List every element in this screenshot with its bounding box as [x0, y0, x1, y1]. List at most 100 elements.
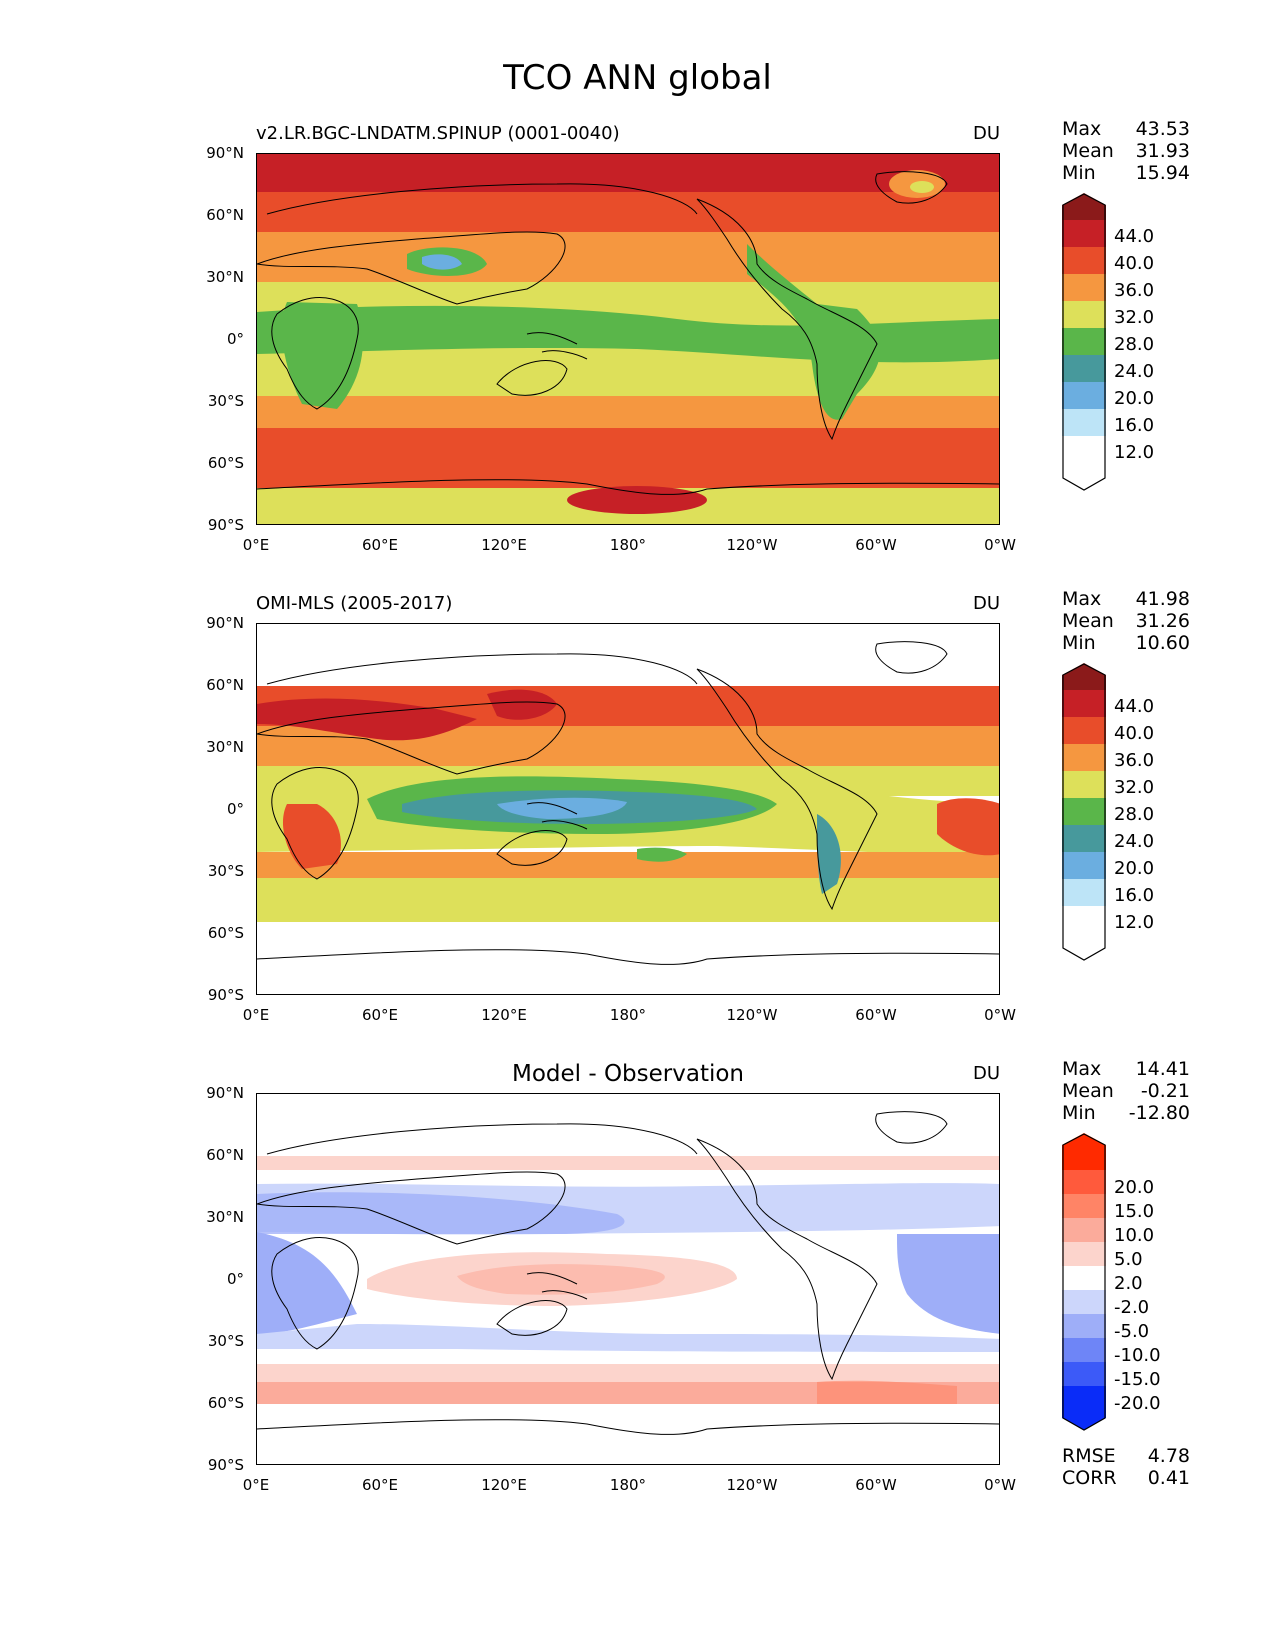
colorbar-swatch [1062, 1290, 1106, 1315]
colorbar-label: 12.0 [1114, 912, 1155, 933]
stats-box: Max 14.41 Mean -0.21 Min -12.80 [1062, 1058, 1190, 1124]
colorbar-label: 32.0 [1114, 307, 1155, 328]
colorbar-svg [1062, 1133, 1106, 1431]
lat-tick-label: 60°N [206, 676, 244, 694]
colorbar-swatch [1062, 1242, 1106, 1267]
colorbar-label: 20.0 [1114, 388, 1155, 409]
lon-tick-label: 0°E [242, 536, 270, 554]
lon-tick-label: 60°W [855, 536, 897, 554]
lat-tick-label: 60°S [207, 454, 244, 472]
field-band [257, 1192, 625, 1234]
colorbar [1062, 193, 1106, 497]
panel-model: v2.LR.BGC-LNDATM.SPINUP (0001-0040) DU [0, 118, 1275, 593]
field-high [487, 689, 557, 720]
colorbar-swatch [1062, 382, 1106, 410]
stat-min: 10.60 [1135, 632, 1190, 654]
colorbar-swatch [1062, 193, 1106, 221]
field-africa [282, 302, 363, 409]
lon-tick-label: 60°E [361, 536, 399, 554]
colorbar-swatch [1062, 1338, 1106, 1363]
colorbar-label: 32.0 [1114, 777, 1155, 798]
lon-tick-label: 180° [609, 1006, 647, 1024]
colorbar-label: 44.0 [1114, 696, 1155, 717]
stat-max: 43.53 [1135, 118, 1190, 140]
coastlines [257, 171, 999, 495]
colorbar-label: -2.0 [1114, 1297, 1150, 1318]
field-band [817, 1380, 957, 1404]
lon-tick-label: 120°W [726, 536, 778, 554]
field-africa [282, 804, 341, 869]
stat-label: Mean [1062, 610, 1114, 632]
field-band [457, 1264, 665, 1295]
colorbar-swatch [1062, 825, 1106, 853]
field-band [257, 428, 999, 488]
map-svg [257, 154, 999, 524]
lon-tick-label: 60°E [361, 1476, 399, 1494]
field-antarctic-high [567, 486, 707, 514]
colorbar-label: -10.0 [1114, 1345, 1161, 1366]
colorbar-swatch [1062, 744, 1106, 772]
colorbar-label: -20.0 [1114, 1393, 1161, 1414]
colorbar-svg [1062, 193, 1106, 491]
lon-tick-label: 0°E [242, 1006, 270, 1024]
colorbar-label: 5.0 [1114, 1249, 1143, 1270]
stat-label: Mean [1062, 1080, 1114, 1102]
field-band [257, 396, 999, 428]
lat-tick-label: 90°N [206, 144, 244, 162]
colorbar-swatch [1062, 717, 1106, 745]
lat-tick-label: 0° [226, 800, 244, 818]
corr-label: CORR [1062, 1467, 1117, 1489]
field-band [257, 232, 999, 282]
map-svg [257, 1094, 999, 1464]
figure-title: TCO ANN global [503, 58, 772, 98]
colorbar-swatch [1062, 1170, 1106, 1195]
field-band [257, 878, 999, 922]
colorbar-label: 10.0 [1114, 1225, 1155, 1246]
stat-mean: 31.93 [1135, 140, 1190, 162]
field-atlantic [937, 798, 999, 856]
lon-tick-label: 60°W [855, 1006, 897, 1024]
lat-tick-label: 90°S [207, 986, 244, 1004]
colorbar-label: 24.0 [1114, 361, 1155, 382]
stat-label: Max [1062, 118, 1102, 140]
field-americas [747, 244, 881, 420]
colorbar-label: 24.0 [1114, 831, 1155, 852]
colorbar-swatch [1062, 1314, 1106, 1339]
lon-tick-label: 120°E [481, 1476, 527, 1494]
colorbar-outline [1062, 193, 1106, 491]
colorbar-swatch [1062, 690, 1106, 718]
colorbar-label: 2.0 [1114, 1273, 1143, 1294]
colorbar-outline [1062, 663, 1106, 961]
colorbar-label: 40.0 [1114, 253, 1155, 274]
lon-tick-label: 60°E [361, 1006, 399, 1024]
colorbar-label: 36.0 [1114, 750, 1155, 771]
field-band [257, 192, 999, 232]
lat-tick-label: 30°S [207, 1332, 244, 1350]
stat-mean: 31.26 [1135, 610, 1190, 632]
stat-label: Min [1062, 1102, 1096, 1124]
lat-tick-label: 30°S [207, 862, 244, 880]
colorbar-swatch [1062, 906, 1106, 960]
lat-tick-label: 60°S [207, 924, 244, 942]
stats-box: Max 41.98 Mean 31.26 Min 10.60 [1062, 588, 1190, 654]
field-andes [817, 814, 841, 894]
lat-tick-label: 0° [226, 330, 244, 348]
stat-label: Mean [1062, 140, 1114, 162]
colorbar-label: 12.0 [1114, 442, 1155, 463]
lon-tick-label: 0°E [242, 1476, 270, 1494]
units-label: DU [972, 123, 1000, 144]
colorbar-swatch [1062, 409, 1106, 437]
field-tibet-core [422, 254, 462, 270]
lon-tick-label: 120°E [481, 536, 527, 554]
lon-tick-label: 120°W [726, 1006, 778, 1024]
lat-tick-label: 0° [226, 1270, 244, 1288]
lat-tick-label: 60°S [207, 1394, 244, 1412]
stat-min: -12.80 [1128, 1102, 1190, 1124]
lon-tick-label: 120°W [726, 1476, 778, 1494]
coastlines [257, 641, 999, 965]
field-band [257, 154, 999, 192]
colorbar-label: -15.0 [1114, 1369, 1161, 1390]
colorbar-swatch [1062, 220, 1106, 248]
colorbar-label: 15.0 [1114, 1201, 1155, 1222]
lat-tick-label: 90°S [207, 1456, 244, 1474]
